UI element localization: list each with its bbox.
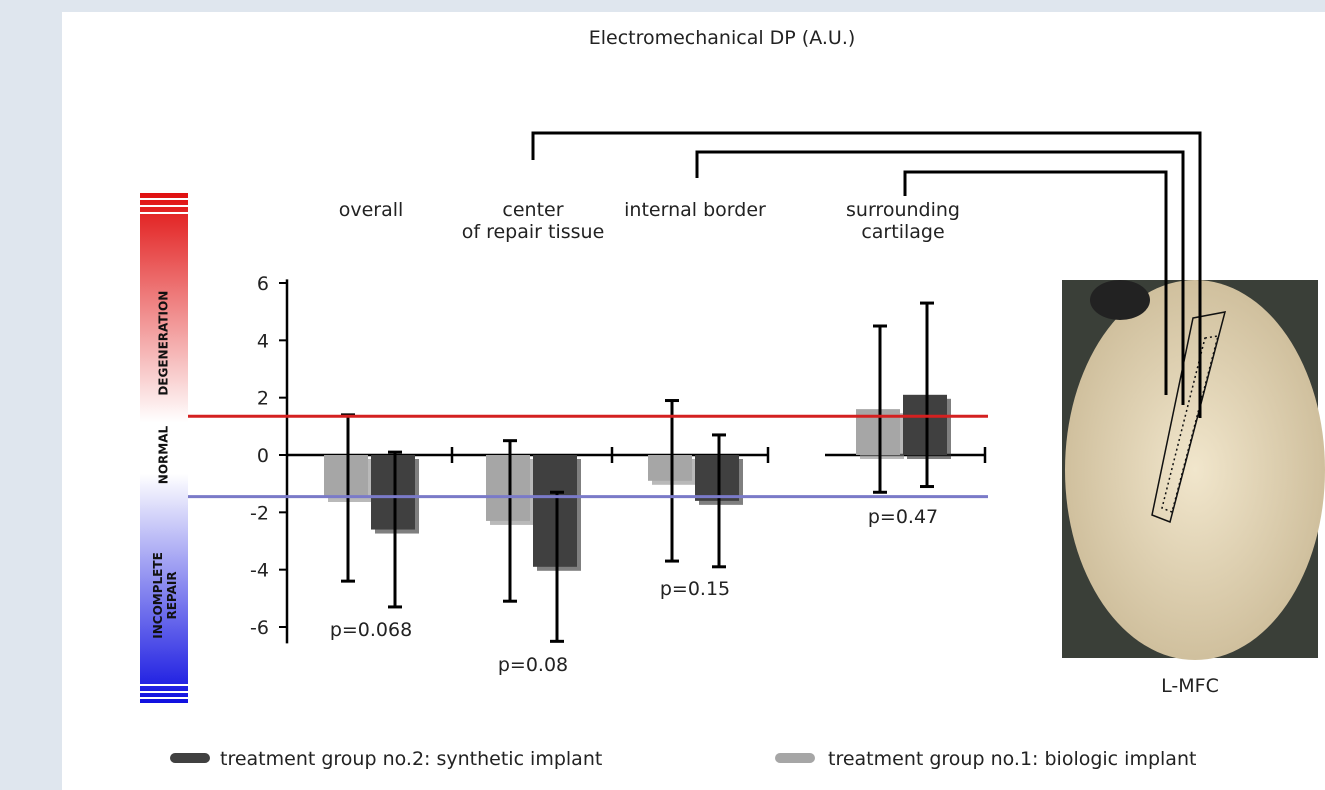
legend-label: treatment group no.2: synthetic implant (220, 748, 602, 770)
y-tick-label: 6 (257, 273, 269, 295)
bar (371, 455, 415, 530)
y-tick-label: 0 (257, 445, 269, 467)
error-bar (920, 301, 934, 489)
legend-swatch (775, 753, 815, 763)
error-bar (665, 399, 679, 563)
legend-swatch (170, 753, 210, 763)
scale-label: DEGENERATION (157, 291, 171, 396)
y-tick-label: 2 (257, 388, 269, 410)
bar (695, 455, 739, 501)
category-label: center of repair tissue (462, 199, 605, 243)
error-bar (388, 450, 402, 609)
p-value: p=0.068 (330, 619, 412, 641)
y-tick-label: -6 (250, 617, 269, 639)
category-label: internal border (624, 199, 766, 221)
scale-label: INCOMPLETEREPAIR (151, 552, 179, 638)
chart-title: Electromechanical DP (A.U.) (589, 27, 856, 49)
category-label: overall (339, 199, 404, 221)
bar (648, 455, 692, 481)
brackets (531, 131, 1202, 418)
legend-label: treatment group no.1: biologic implant (828, 748, 1196, 770)
error-bar (873, 324, 887, 494)
y-tick-label: 4 (257, 330, 269, 352)
scale-bar (140, 193, 188, 703)
error-bar (503, 439, 517, 603)
bar (324, 455, 368, 499)
photo (1062, 280, 1325, 660)
scale-label: NORMAL (157, 425, 171, 484)
bar (533, 455, 577, 567)
category-label: surrounding cartilage (846, 199, 960, 243)
error-bar (550, 490, 564, 643)
p-value: p=0.08 (498, 654, 568, 676)
p-value: p=0.15 (660, 578, 730, 600)
y-tick-label: -4 (250, 560, 269, 582)
y-tick-label: -2 (250, 502, 269, 524)
bar (903, 394, 947, 456)
bar (486, 455, 530, 521)
image-label: L-MFC (1161, 675, 1219, 697)
error-bar (712, 433, 726, 569)
p-value: p=0.47 (868, 506, 938, 528)
